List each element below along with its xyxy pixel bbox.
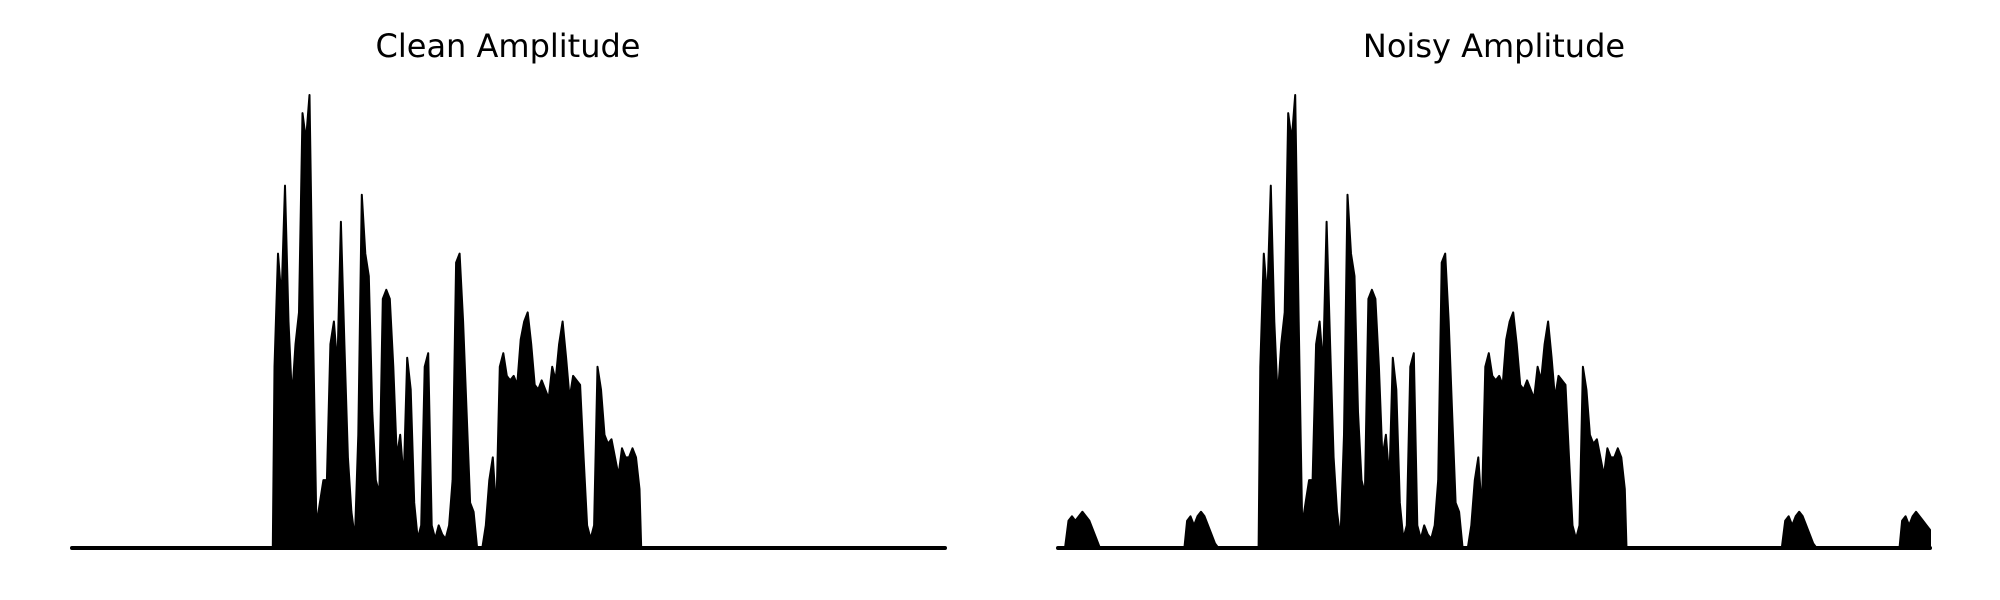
amplitude-area (1057, 94, 1931, 549)
panel-title: Noisy Amplitude (1363, 27, 1625, 65)
panel-clean: Clean Amplitude (70, 27, 947, 550)
plot-area-noisy (1056, 94, 1932, 550)
panel-title: Clean Amplitude (376, 27, 641, 65)
panel-noisy: Noisy Amplitude (1056, 27, 1932, 550)
plot-area-clean (70, 94, 947, 550)
amplitude-area (71, 94, 946, 549)
